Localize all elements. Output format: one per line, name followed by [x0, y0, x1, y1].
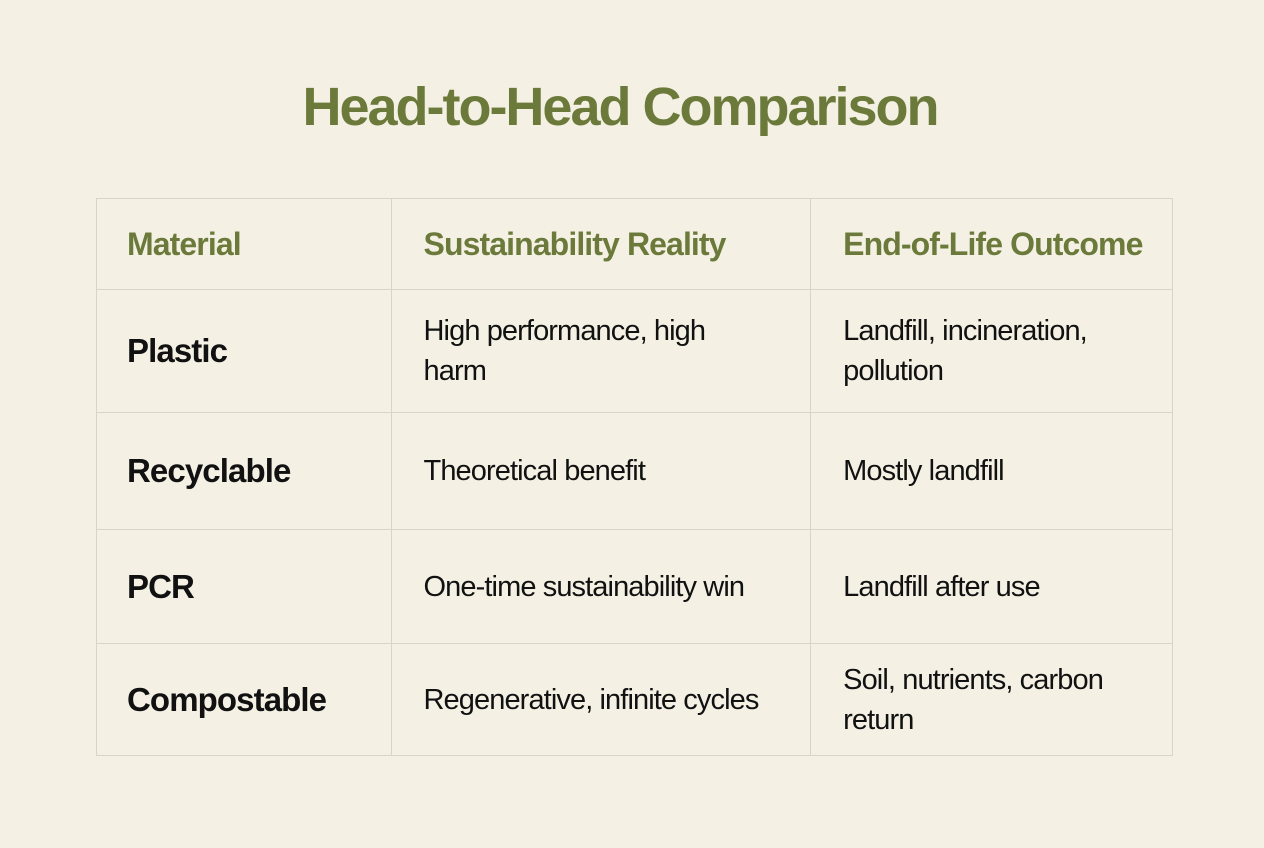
sustainability-cell: High performance, high harm — [390, 289, 812, 413]
end-of-life-cell: Landfill, incineration, pollution — [810, 289, 1173, 413]
table-row: Plastic High performance, high harm Land… — [96, 289, 1173, 413]
end-of-life-text: Landfill, incineration, pollution — [843, 315, 1088, 387]
table-row: PCR One-time sustainability win Landfill… — [96, 529, 1173, 644]
comparison-table: Material Sustainability Reality End-of-L… — [96, 198, 1173, 756]
table-header-row: Material Sustainability Reality End-of-L… — [96, 198, 1173, 290]
end-of-life-cell: Soil, nutrients, carbon return — [810, 643, 1173, 756]
material-cell: Compostable — [96, 643, 392, 756]
table-row: Compostable Regenerative, infinite cycle… — [96, 643, 1173, 756]
sustainability-text: High performance, high harm — [423, 315, 707, 387]
material-cell: Recyclable — [96, 412, 392, 530]
header-end-of-life-outcome: End-of-Life Outcome — [810, 198, 1173, 290]
material-cell: PCR — [96, 529, 392, 644]
header-material: Material — [96, 198, 392, 290]
header-sustainability-reality: Sustainability Reality — [390, 198, 812, 290]
sustainability-cell: Theoretical benefit — [390, 412, 812, 530]
end-of-life-cell: Landfill after use — [810, 529, 1173, 644]
table-row: Recyclable Theoretical benefit Mostly la… — [96, 412, 1173, 530]
page-title: Head-to-Head Comparison — [302, 77, 939, 137]
end-of-life-cell: Mostly landfill — [810, 412, 1173, 530]
sustainability-cell: One-time sustainability win — [390, 529, 812, 644]
sustainability-cell: Regenerative, infinite cycles — [390, 643, 812, 756]
end-of-life-text: Soil, nutrients, carbon return — [843, 663, 1104, 736]
material-cell: Plastic — [96, 289, 392, 413]
